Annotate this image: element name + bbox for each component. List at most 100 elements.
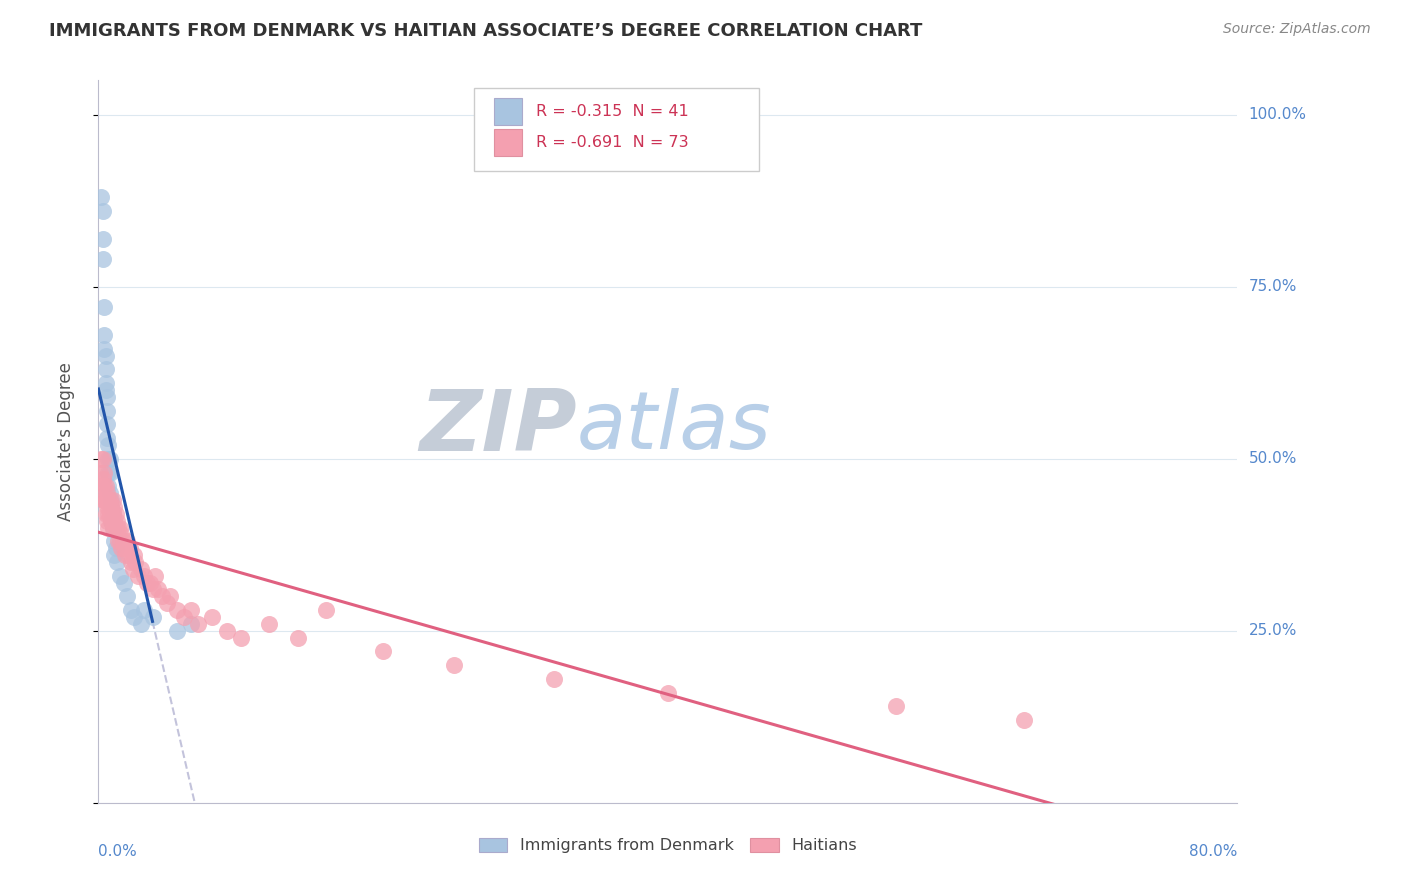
Point <box>108 520 131 534</box>
Point <box>96 486 118 500</box>
Point <box>111 534 134 549</box>
Point <box>90 190 112 204</box>
Point <box>180 603 202 617</box>
Point <box>201 610 224 624</box>
Point <box>148 582 170 597</box>
Point <box>101 507 124 521</box>
Point <box>91 231 114 245</box>
Point <box>1012 713 1035 727</box>
FancyBboxPatch shape <box>474 87 759 170</box>
Point <box>96 417 118 432</box>
Point <box>96 403 118 417</box>
Point <box>122 548 145 562</box>
Point <box>124 555 146 569</box>
Point <box>543 672 565 686</box>
Point <box>97 438 120 452</box>
Point <box>443 658 465 673</box>
Point <box>120 555 142 569</box>
Point <box>90 479 112 493</box>
Point <box>94 507 117 521</box>
Text: 100.0%: 100.0% <box>1249 107 1306 122</box>
Point <box>132 568 155 582</box>
Point <box>90 451 112 466</box>
Point <box>187 616 209 631</box>
Point <box>100 514 122 528</box>
Point <box>97 507 120 521</box>
Point <box>101 493 124 508</box>
Point <box>135 575 157 590</box>
Point <box>315 603 337 617</box>
Point <box>93 342 115 356</box>
Point <box>100 500 122 514</box>
Point <box>94 383 117 397</box>
Point <box>159 590 181 604</box>
Text: ZIP: ZIP <box>419 385 576 468</box>
Point <box>98 507 121 521</box>
Point <box>94 362 117 376</box>
Point <box>215 624 238 638</box>
Point <box>101 520 124 534</box>
Point <box>96 390 118 404</box>
Point <box>122 610 145 624</box>
Point <box>103 500 125 514</box>
Point <box>91 252 114 267</box>
Point <box>115 590 138 604</box>
Point <box>91 493 114 508</box>
Point <box>114 548 136 562</box>
Point <box>91 451 114 466</box>
Point <box>180 616 202 631</box>
Text: Source: ZipAtlas.com: Source: ZipAtlas.com <box>1223 22 1371 37</box>
Point <box>127 568 149 582</box>
Point <box>129 616 152 631</box>
Point <box>89 466 111 480</box>
Point <box>96 500 118 514</box>
Point <box>104 520 127 534</box>
Point <box>93 327 115 342</box>
Point <box>156 596 179 610</box>
Point <box>118 541 141 556</box>
Point <box>105 514 128 528</box>
Point <box>110 541 132 556</box>
Point <box>657 686 679 700</box>
Point <box>107 520 129 534</box>
Point <box>98 493 121 508</box>
Point <box>145 568 167 582</box>
Point <box>138 575 160 590</box>
Text: 25.0%: 25.0% <box>1249 624 1296 639</box>
Point <box>100 500 122 514</box>
Point <box>110 527 132 541</box>
Point <box>112 541 135 556</box>
Point <box>287 631 309 645</box>
Point <box>103 548 125 562</box>
Point <box>104 541 127 556</box>
Point <box>98 451 121 466</box>
Point <box>104 507 127 521</box>
Point <box>98 466 121 480</box>
FancyBboxPatch shape <box>494 97 522 125</box>
Text: R = -0.691  N = 73: R = -0.691 N = 73 <box>536 135 689 150</box>
Text: atlas: atlas <box>576 388 772 467</box>
Text: 80.0%: 80.0% <box>1189 845 1237 860</box>
Point <box>373 644 395 658</box>
Point <box>93 479 115 493</box>
Point <box>97 479 120 493</box>
Text: IMMIGRANTS FROM DENMARK VS HAITIAN ASSOCIATE’S DEGREE CORRELATION CHART: IMMIGRANTS FROM DENMARK VS HAITIAN ASSOC… <box>49 22 922 40</box>
Point <box>97 520 120 534</box>
Point <box>101 507 124 521</box>
Text: R = -0.315  N = 41: R = -0.315 N = 41 <box>536 103 689 119</box>
Point <box>141 610 163 624</box>
Point <box>96 514 118 528</box>
Point <box>117 548 139 562</box>
Point <box>103 514 125 528</box>
Point <box>129 562 152 576</box>
Point <box>132 603 155 617</box>
Text: 50.0%: 50.0% <box>1249 451 1296 467</box>
Point <box>884 699 907 714</box>
FancyBboxPatch shape <box>494 128 522 156</box>
Point <box>91 204 114 219</box>
Point <box>120 603 142 617</box>
Point <box>229 631 252 645</box>
Point <box>97 466 120 480</box>
Y-axis label: Associate's Degree: Associate's Degree <box>56 362 75 521</box>
Point <box>97 451 120 466</box>
